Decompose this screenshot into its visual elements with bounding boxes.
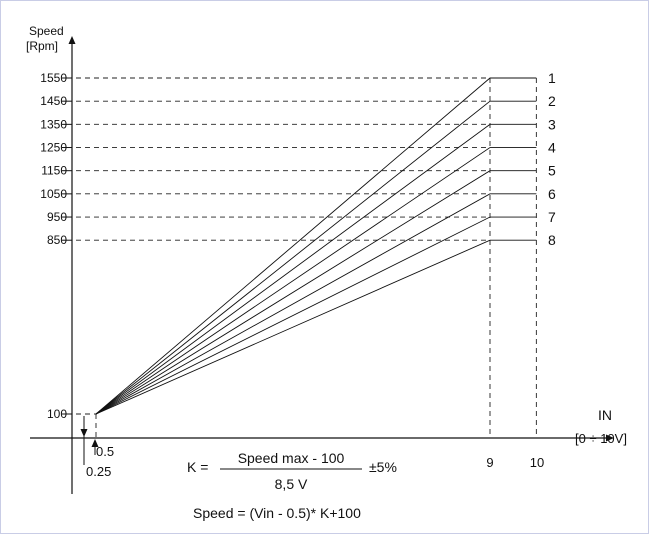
series-number-labels: 1 2 3 4 5 6 7 8 xyxy=(548,70,556,248)
series-line-6 xyxy=(95,193,537,415)
annotation-0-5: 0.5 xyxy=(96,444,114,459)
series-lines xyxy=(95,77,537,415)
x-axis-arrow xyxy=(606,434,614,442)
series-line-3 xyxy=(95,123,537,415)
series-label-4: 4 xyxy=(548,140,556,156)
y-tick-1250: 1250 xyxy=(40,141,67,155)
y-axis-arrow xyxy=(68,36,76,44)
y-axis-title-line1: Speed xyxy=(29,24,64,38)
series-label-6: 6 xyxy=(548,186,556,202)
series-line-2 xyxy=(95,100,537,415)
series-line-7 xyxy=(95,216,537,415)
annotation-0-25: 0.25 xyxy=(86,464,111,479)
y-tick-950: 950 xyxy=(47,210,67,224)
series-line-4 xyxy=(95,147,537,415)
series-label-7: 7 xyxy=(548,209,556,225)
x-axis-title-line2: [0 ÷ 10V] xyxy=(575,431,627,446)
offset-arrow-down xyxy=(80,429,88,437)
formula-denominator: 8,5 V xyxy=(275,476,308,492)
series-label-5: 5 xyxy=(548,163,556,179)
formula-speed: Speed = (Vin - 0.5)* K+100 xyxy=(193,505,361,521)
formula-numerator: Speed max - 100 xyxy=(238,450,345,466)
y-tick-1150: 1150 xyxy=(41,164,67,178)
y-tick-1450: 1450 xyxy=(40,94,67,108)
dashed-guides xyxy=(76,77,537,438)
y-axis-title-line2: [Rpm] xyxy=(26,39,58,53)
y-tick-1050: 1050 xyxy=(40,187,67,201)
series-label-3: 3 xyxy=(548,116,556,132)
y-tick-850: 850 xyxy=(47,233,67,247)
series-line-1 xyxy=(95,77,537,415)
series-label-8: 8 xyxy=(548,232,556,248)
x-tick-10: 10 xyxy=(530,455,544,470)
series-line-5 xyxy=(95,170,537,415)
y-tick-1550: 1550 xyxy=(40,71,67,85)
formula-k-prefix: K = xyxy=(187,459,208,475)
x-axis-title-line1: IN xyxy=(598,407,612,423)
y-tick-100: 100 xyxy=(47,407,67,421)
series-label-2: 2 xyxy=(548,93,556,109)
formula-tolerance: ±5% xyxy=(369,459,397,475)
series-label-1: 1 xyxy=(548,70,556,86)
y-tick-labels: 100 850 950 1050 1150 1250 1350 1450 1550 xyxy=(40,71,72,421)
offset-arrow-up xyxy=(91,439,99,447)
x-tick-9: 9 xyxy=(486,455,493,470)
series-line-8 xyxy=(95,239,537,415)
y-tick-1350: 1350 xyxy=(40,117,67,131)
